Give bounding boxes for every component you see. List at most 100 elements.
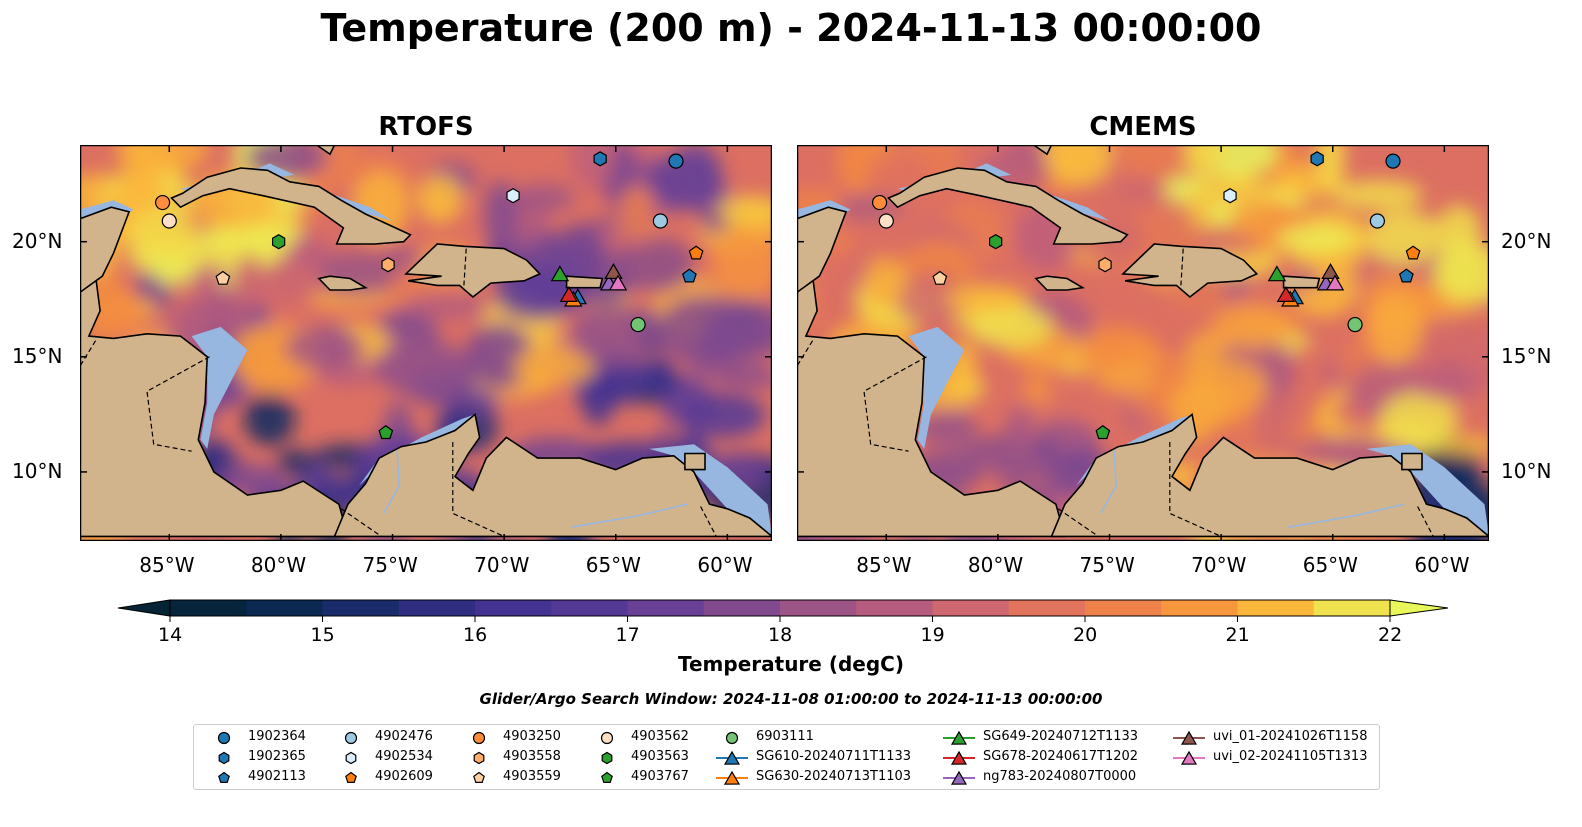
lon-tick-label: 75°W xyxy=(1079,553,1135,577)
legend-label: 4903562 xyxy=(631,729,689,744)
marker-1902365 xyxy=(593,151,607,167)
marker-4902476 xyxy=(652,213,668,229)
legend-item: 4902609 xyxy=(331,769,551,787)
figure-title: Temperature (200 m) - 2024-11-13 00:00:0… xyxy=(320,6,1262,50)
land-hispaniola xyxy=(404,243,542,299)
legend-label: SG630-20240713T1103 xyxy=(756,769,912,784)
panel-title-cmems: CMEMS xyxy=(1089,112,1197,142)
colorbar-segment xyxy=(1085,600,1162,616)
colorbar-extend-high xyxy=(1389,599,1449,617)
land-cuba xyxy=(887,167,1129,245)
colorbar-extend-low xyxy=(117,599,171,617)
colorbar-segment xyxy=(246,600,324,616)
land-jamaica xyxy=(1034,275,1086,291)
marker-SG649-20240712T1133 xyxy=(550,265,570,282)
marker-4903559 xyxy=(932,270,948,285)
legend-item: 4903562 xyxy=(587,729,807,747)
marker-6903111 xyxy=(1347,316,1363,333)
legend-marker xyxy=(723,770,741,785)
marker-6903111 xyxy=(630,316,646,333)
marker-1902365 xyxy=(1310,151,1324,167)
legend-label: SG610-20240711T1133 xyxy=(756,749,912,764)
land-centralAm xyxy=(80,274,349,538)
marker-4903767 xyxy=(378,425,394,440)
marker-uvi_02-20241105T1313 xyxy=(608,274,628,291)
colorbar-segment xyxy=(703,600,781,616)
land-trinidad xyxy=(1401,452,1423,471)
lon-tick-label: 85°W xyxy=(856,553,912,577)
legend-marker xyxy=(345,771,357,783)
marker-4903559 xyxy=(215,270,231,285)
legend-marker xyxy=(344,731,358,745)
legend-marker xyxy=(950,750,968,765)
marker-4903562 xyxy=(878,213,894,229)
legend-item: 4903767 xyxy=(587,769,807,787)
marker-4903767 xyxy=(1095,425,1111,440)
map-panel-rtofs xyxy=(80,145,772,541)
legend-item: ng783-20240807T0000 xyxy=(939,769,1159,787)
legend-marker xyxy=(473,751,485,765)
marker-uvi_02-20241105T1313 xyxy=(1325,274,1345,291)
legend-item: 4903558 xyxy=(459,749,679,767)
legend-marker xyxy=(473,771,485,783)
lat-tick-label: 15°N xyxy=(1501,343,1552,368)
legend-item: 4903250 xyxy=(459,729,679,747)
legend-marker xyxy=(1180,750,1198,765)
marker-uvi_01-20241026T1158 xyxy=(1321,263,1340,279)
legend-item: 4903563 xyxy=(587,749,807,767)
colorbar-tick-label: 14 xyxy=(158,624,183,646)
legend-item: uvi_02-20241105T1313 xyxy=(1169,749,1389,767)
legend-marker xyxy=(218,771,230,783)
legend-item: SG610-20240711T1133 xyxy=(712,749,932,767)
colorbar-segment xyxy=(1313,600,1391,616)
legend-item: 6903111 xyxy=(712,729,932,747)
legend-label: 6903111 xyxy=(756,729,814,744)
marker-4903558 xyxy=(381,257,395,273)
legend-label: 1902365 xyxy=(248,749,306,764)
marker-4902476 xyxy=(1369,213,1385,229)
lon-tick-label: 65°W xyxy=(1302,553,1358,577)
legend-label: SG649-20240712T1133 xyxy=(983,729,1139,744)
lon-tick-label: 75°W xyxy=(362,553,418,577)
temperature-field xyxy=(80,145,772,541)
lat-tick-label: 10°N xyxy=(1501,458,1552,483)
colorbar-segment xyxy=(1237,600,1315,616)
lat-tick-label: 20°N xyxy=(1501,228,1552,253)
legend-item: 4903559 xyxy=(459,769,679,787)
marker-1902364 xyxy=(668,153,684,169)
legend-label: 1902364 xyxy=(248,729,306,744)
land-yucatan xyxy=(797,206,848,294)
colorbar-segment xyxy=(856,600,934,616)
legend-marker xyxy=(725,731,739,745)
lon-tick-label: 60°W xyxy=(1414,553,1470,577)
land-bahamas xyxy=(1032,145,1053,156)
temperature-field xyxy=(797,145,1489,541)
legend-item: 4902476 xyxy=(331,729,551,747)
legend-item: 1902364 xyxy=(204,729,424,747)
land-puertoRico xyxy=(565,275,604,289)
marker-4903558 xyxy=(1098,257,1112,273)
legend-marker xyxy=(345,751,357,765)
land-southAm xyxy=(1050,412,1489,538)
lon-tick-label: 65°W xyxy=(585,553,641,577)
colorbar-segment xyxy=(1161,600,1239,616)
search-window-text: Glider/Argo Search Window: 2024-11-08 01… xyxy=(479,690,1103,708)
legend-label: 4902609 xyxy=(375,769,433,784)
legend-marker xyxy=(950,770,968,785)
legend-label: 4902476 xyxy=(375,729,433,744)
lon-tick-label: 80°W xyxy=(967,553,1024,577)
legend-item: SG678-20240617T1202 xyxy=(939,749,1159,767)
colorbar-tick-label: 21 xyxy=(1225,624,1250,646)
colorbar-segment xyxy=(627,600,705,616)
lat-tick-label: 10°N xyxy=(12,458,63,483)
legend-marker xyxy=(950,730,968,745)
lon-tick-label: 85°W xyxy=(139,553,195,577)
land-jamaica xyxy=(317,275,369,291)
marker-4903563 xyxy=(272,234,286,250)
legend-label: 4903559 xyxy=(503,769,561,784)
marker-4902609 xyxy=(688,245,704,260)
land-southAm xyxy=(333,412,772,538)
legend: 1902364 1902365 4902113 4902476 4902534 49026… xyxy=(193,724,1380,790)
marker-4903250 xyxy=(154,194,171,211)
legend-marker xyxy=(723,750,741,765)
